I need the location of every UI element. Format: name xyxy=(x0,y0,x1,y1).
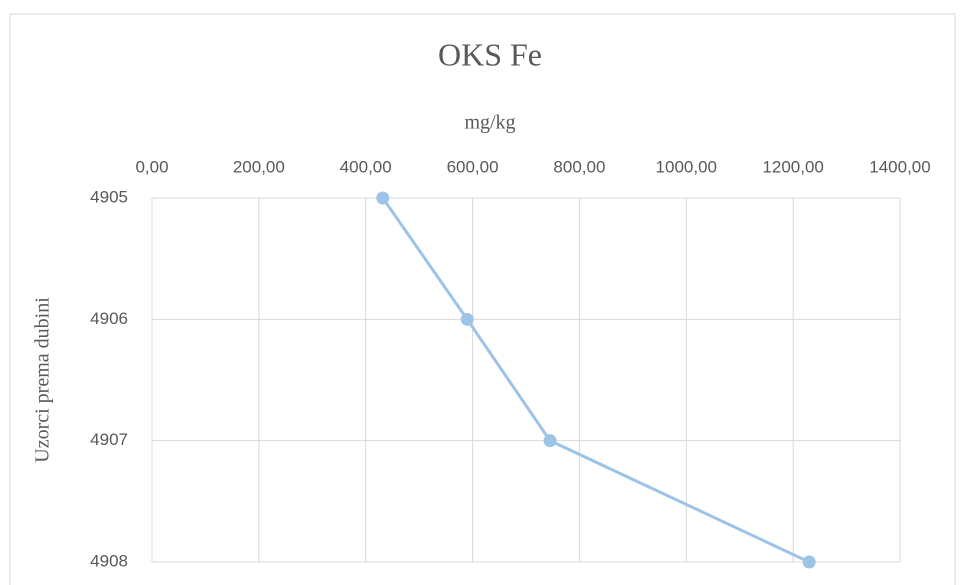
x-tick-label: 0,00 xyxy=(135,157,168,176)
x-tick-label: 200,00 xyxy=(233,157,285,176)
x-tick-label: 800,00 xyxy=(553,157,605,176)
marker xyxy=(802,555,816,569)
marker xyxy=(543,434,557,448)
x-tick-label: 400,00 xyxy=(340,157,392,176)
x-tick-label: 1000,00 xyxy=(656,157,717,176)
y-tick-label: 4906 xyxy=(90,309,128,328)
x-tick-label: 600,00 xyxy=(447,157,499,176)
y-axis-label: Uzorci prema dubini xyxy=(32,297,54,463)
x-tick-label: 1200,00 xyxy=(762,157,823,176)
marker xyxy=(376,191,390,205)
x-tick-label: 1400,00 xyxy=(869,157,930,176)
chart-title: OKS Fe xyxy=(438,36,542,72)
marker xyxy=(460,312,474,326)
y-tick-label: 4905 xyxy=(90,187,128,206)
chart-frame xyxy=(9,13,956,585)
line xyxy=(381,197,810,564)
y-tick-label: 4908 xyxy=(90,551,128,570)
y-tick-label: 4907 xyxy=(90,430,128,449)
x-axis-label: mg/kg xyxy=(464,112,515,134)
